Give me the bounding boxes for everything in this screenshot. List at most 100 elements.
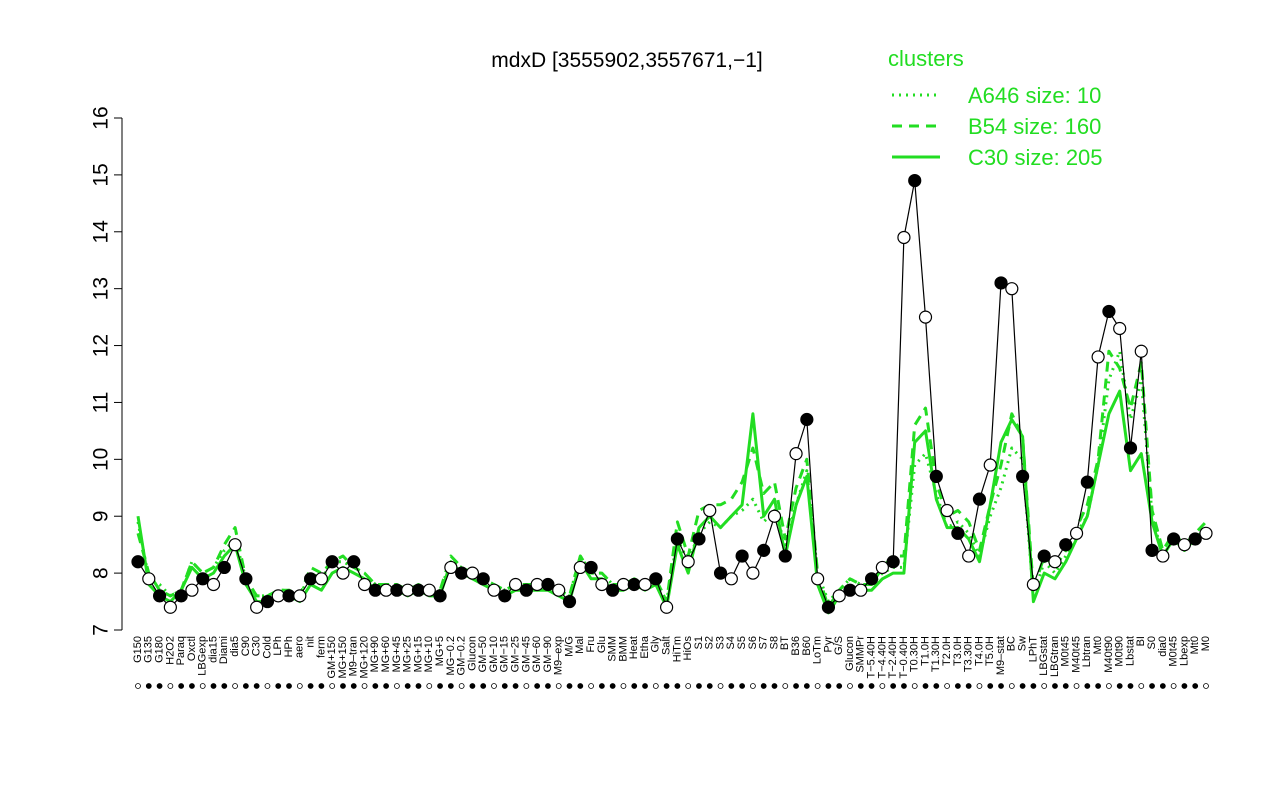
rug-mark xyxy=(739,683,746,689)
x-tick-label: LBGexp xyxy=(197,636,209,676)
data-point xyxy=(465,566,480,580)
rug-mark xyxy=(426,683,433,689)
y-tick-label: 16 xyxy=(90,106,113,129)
x-tick-label: dia0 xyxy=(1157,636,1169,657)
rug-mark xyxy=(652,683,659,689)
x-tick-label: M/G xyxy=(563,636,575,657)
rug-mark xyxy=(1181,683,1188,689)
x-tick-label: MG+120 xyxy=(358,636,370,679)
x-tick-label: B60 xyxy=(801,636,813,656)
y-tick-label: 15 xyxy=(90,163,113,186)
rug-mark xyxy=(965,683,972,689)
plot-area: 7 8 9 10 11 12 13 14 15 16 G150G135G180H2O2ParaqOx… xyxy=(90,106,1213,689)
rug-mark xyxy=(178,683,185,689)
data-point xyxy=(1037,549,1051,563)
rug-mark xyxy=(566,683,573,689)
rug-mark xyxy=(814,683,821,689)
legend-title: clusters xyxy=(888,46,964,71)
y-tick-label: 13 xyxy=(90,277,113,300)
y-tick-label: 7 xyxy=(90,624,113,636)
data-point xyxy=(1059,538,1073,552)
data-point xyxy=(1080,475,1094,489)
x-tick-label: dia5 xyxy=(229,636,241,657)
data-point xyxy=(962,549,976,563)
x-tick-label: T3.30H xyxy=(963,636,975,672)
rug-mark xyxy=(545,683,551,689)
data-point xyxy=(487,583,501,597)
x-tick-label: G180 xyxy=(153,636,165,663)
rug-mark xyxy=(1095,683,1102,689)
data-point xyxy=(131,555,145,569)
rug-mark xyxy=(911,683,918,689)
data-point xyxy=(1188,532,1202,546)
rug-mark xyxy=(954,683,961,689)
rug-mark xyxy=(447,683,454,689)
data-point xyxy=(670,532,684,546)
rug-mark xyxy=(1159,683,1166,689)
rug-mark xyxy=(1030,683,1037,689)
x-tick-label: S4 xyxy=(725,636,737,649)
x-tick-label: Diami xyxy=(218,636,230,664)
rug-mark xyxy=(1062,683,1069,689)
rug-mark xyxy=(242,683,249,689)
rug-mark xyxy=(480,683,487,689)
x-tick-label: GM−60 xyxy=(531,636,543,672)
data-point xyxy=(1177,538,1192,552)
data-point xyxy=(649,572,663,586)
rug-mark xyxy=(199,683,206,689)
x-tick-label: HPh xyxy=(283,636,295,657)
x-tick-label: C90 xyxy=(240,636,252,656)
data-point xyxy=(875,560,889,575)
data-point xyxy=(519,583,533,597)
x-tick-label: S2 xyxy=(704,636,716,649)
x-tick-label: HiTm xyxy=(671,636,683,662)
rug-mark xyxy=(793,683,799,689)
rug-mark xyxy=(1008,683,1015,689)
rug-mark xyxy=(901,683,907,689)
x-tick-label: BC xyxy=(1006,636,1018,651)
x-tick-label: G150 xyxy=(132,636,144,663)
legend: clusters A646 size: 10 B54 size: 160 C30 s… xyxy=(888,46,1103,170)
x-tick-label: S8 xyxy=(768,636,780,649)
rug-mark xyxy=(329,683,336,689)
rug-mark xyxy=(696,683,702,689)
data-point xyxy=(142,572,156,586)
x-tick-label: Glucon xyxy=(466,636,478,671)
data-point xyxy=(314,572,328,586)
data-point xyxy=(1026,577,1040,592)
x-tick-label: Sw xyxy=(1017,636,1029,651)
data-point xyxy=(163,600,177,614)
rug-mark xyxy=(609,683,616,689)
x-tick-label: S0 xyxy=(1146,636,1158,649)
x-tick-label: C30 xyxy=(251,636,263,656)
data-point xyxy=(972,492,987,506)
rug-mark xyxy=(404,683,411,689)
data-point xyxy=(239,572,253,586)
x-tick-label: S6 xyxy=(747,636,759,649)
data-point xyxy=(735,549,749,563)
rug-mark xyxy=(296,683,303,689)
x-tick-label: GM−25 xyxy=(509,636,521,672)
rug-mark xyxy=(976,683,983,689)
x-tick-label: M9–tran xyxy=(348,636,360,676)
x-tick-label: T0.30H xyxy=(909,636,921,672)
rug-mark xyxy=(868,683,875,689)
data-point xyxy=(476,572,490,586)
rug-mark xyxy=(221,683,228,689)
rug-mark xyxy=(879,683,886,689)
y-tick-label: 12 xyxy=(90,334,113,357)
y-tick-label: 9 xyxy=(90,510,113,522)
rug-mark xyxy=(1170,683,1177,689)
rug-mark xyxy=(232,683,238,689)
rug-mark xyxy=(501,683,508,689)
x-tick-label: B36 xyxy=(790,636,802,656)
x-tick-label: GM−15 xyxy=(499,636,511,672)
rug-mark xyxy=(577,683,584,689)
data-point xyxy=(713,566,728,580)
x-tick-label: Mt0 xyxy=(1189,636,1201,654)
x-tick-label: M0t45 xyxy=(1060,636,1072,667)
rug-mark xyxy=(189,683,195,689)
data-point xyxy=(1156,549,1170,563)
x-tick-label: GM−50 xyxy=(477,636,489,672)
